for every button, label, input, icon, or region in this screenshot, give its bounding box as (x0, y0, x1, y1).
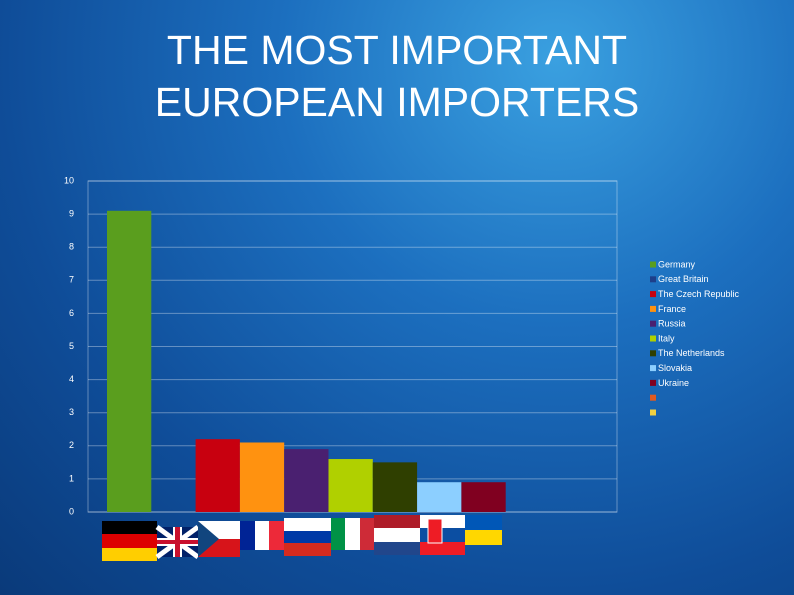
legend-swatch (650, 350, 656, 357)
y-tick-label: 8 (69, 242, 74, 252)
legend-label: Great Britain (658, 274, 709, 284)
legend-swatch (650, 320, 656, 327)
y-tick-label: 3 (69, 407, 74, 417)
legend-swatch (650, 335, 656, 342)
bar (328, 459, 373, 512)
y-tick-label: 2 (69, 440, 74, 450)
chart-title: THE MOST IMPORTANT EUROPEAN IMPORTERS (154, 27, 640, 125)
y-tick-label: 4 (69, 374, 74, 384)
legend-swatch (650, 365, 656, 372)
legend-swatch (650, 261, 656, 268)
legend-swatch (650, 409, 656, 416)
y-tick-label: 10 (64, 175, 74, 185)
legend-label: Slovakia (658, 363, 692, 373)
bar (461, 482, 506, 512)
legend-swatch (650, 276, 656, 283)
legend-swatch (650, 305, 656, 312)
bar (372, 462, 418, 512)
legend-label: Ukraine (658, 378, 689, 388)
legend-label: France (658, 304, 686, 314)
y-tick-label: 9 (69, 208, 74, 218)
legend-label: The Czech Republic (658, 289, 740, 299)
legend-swatch (650, 394, 656, 401)
bar (239, 442, 285, 512)
y-tick-label: 5 (69, 341, 74, 351)
bar (195, 439, 240, 512)
bar (284, 449, 329, 512)
legend-label: The Netherlands (658, 348, 725, 358)
bar (417, 482, 462, 512)
legend-swatch (650, 291, 656, 298)
bar (107, 210, 152, 513)
y-tick-label: 7 (69, 275, 74, 285)
legend-label: Italy (658, 333, 675, 343)
legend-label: Russia (658, 319, 686, 329)
y-tick-label: 1 (69, 473, 74, 483)
y-tick-label: 0 (69, 506, 74, 516)
y-tick-label: 6 (69, 308, 74, 318)
legend-label: Germany (658, 259, 696, 269)
flags (102, 515, 502, 561)
legend-swatch (650, 379, 656, 386)
